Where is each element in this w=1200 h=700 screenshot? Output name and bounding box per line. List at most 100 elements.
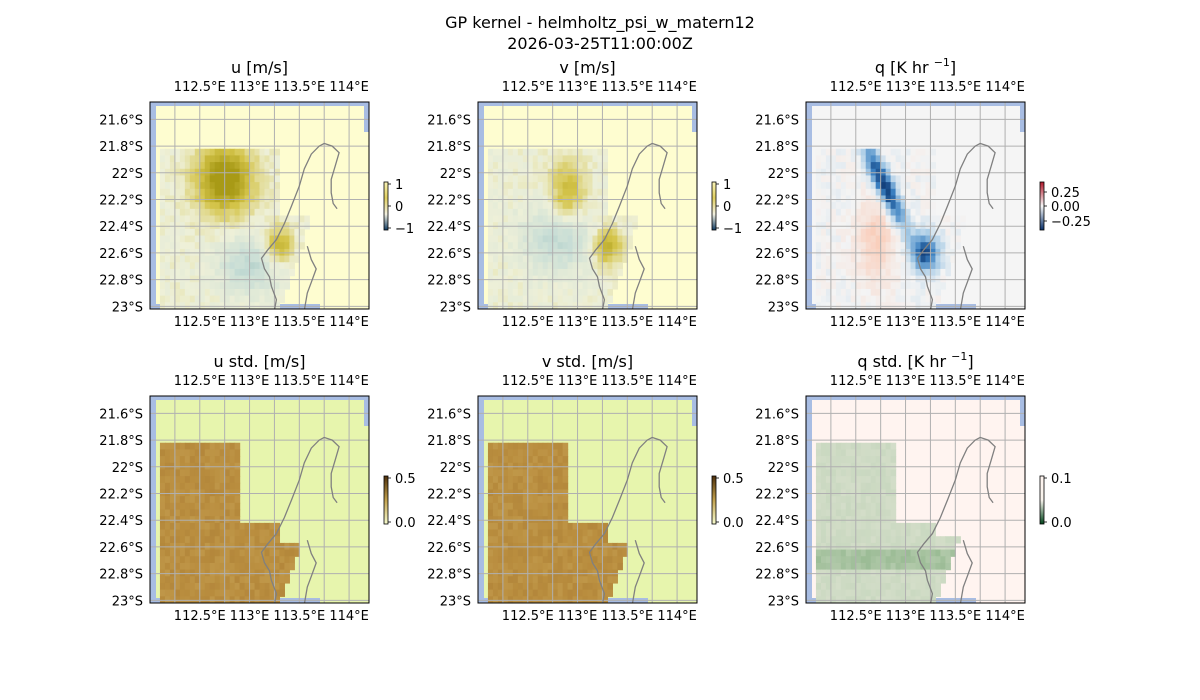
heatmap-cell [602, 596, 609, 603]
heatmap-cell [532, 509, 539, 517]
heatmap-cell [557, 148, 564, 157]
heatmap-cell [522, 215, 529, 223]
heatmap-cell [930, 596, 937, 603]
heatmap-cell [279, 576, 285, 584]
lat-tick-label: 22.2°S [755, 193, 799, 208]
heatmap-cell [820, 562, 827, 571]
heatmap-cell [815, 228, 822, 237]
heatmap-cell [880, 295, 887, 303]
heatmap-cell [204, 549, 211, 557]
heatmap-cell [492, 295, 499, 303]
heatmap-cell [229, 509, 236, 517]
heatmap-cell [209, 536, 216, 544]
heatmap-cell [537, 529, 544, 537]
heatmap-cell [502, 182, 509, 190]
heatmap-cell [885, 476, 892, 484]
heatmap-cell [582, 148, 589, 157]
heatmap-cell [845, 482, 852, 491]
heatmap-cell [557, 202, 564, 210]
heatmap-cell [815, 288, 822, 297]
heatmap-cell [517, 302, 524, 309]
heatmap-cell [880, 255, 887, 263]
heatmap-cell [830, 536, 837, 544]
heatmap-cell [562, 456, 569, 464]
heatmap-cell [507, 536, 514, 544]
heatmap-cell [905, 202, 912, 210]
lat-tick-label: 22.8°S [99, 274, 143, 289]
heatmap-cell [522, 456, 529, 464]
lat-tick-label: 22.4°S [755, 514, 799, 529]
heatmap-cell [557, 576, 564, 584]
heatmap-cell [845, 576, 852, 584]
heatmap-cell [865, 155, 872, 163]
heatmap-cell [229, 268, 236, 277]
heatmap-cell [269, 556, 276, 564]
heatmap-cell [905, 175, 912, 183]
heatmap-cell [562, 502, 569, 511]
heatmap-cell [607, 255, 613, 263]
heatmap-cell [279, 549, 285, 557]
heatmap-cell [199, 556, 206, 564]
heatmap-cell [174, 522, 181, 531]
heatmap-cell [259, 536, 266, 544]
heatmap-cell [224, 576, 231, 584]
heatmap-cell [517, 482, 524, 491]
heatmap-cell [587, 529, 594, 537]
heatmap-cell [835, 228, 842, 237]
heatmap-cell [224, 589, 231, 597]
heatmap-cell [890, 268, 897, 277]
heatmap-cell [264, 529, 271, 537]
heatmap-cell [517, 582, 524, 591]
heatmap-cell [880, 242, 887, 250]
heatmap-cell [169, 449, 176, 457]
heatmap-cell [159, 295, 166, 303]
heatmap-cell [199, 262, 206, 270]
heatmap-cell [179, 496, 186, 504]
heatmap-cell [855, 522, 862, 531]
heatmap-cell [885, 155, 892, 163]
heatmap-cell [582, 302, 589, 309]
heatmap-cell [572, 268, 579, 277]
heatmap-cell [895, 282, 902, 290]
heatmap-cell [915, 182, 922, 190]
lat-tick-label: 22.4°S [755, 220, 799, 235]
map-frame [477, 101, 698, 310]
heatmap-cell [264, 148, 271, 157]
heatmap-cell [825, 148, 832, 157]
heatmap-cell [825, 282, 832, 290]
heatmap-cell [815, 529, 822, 537]
heatmap-cell [597, 255, 604, 263]
heatmap-cell [244, 295, 251, 303]
heatmap-cell [865, 482, 872, 491]
heatmap-cell [910, 589, 917, 597]
panel-title-end: ] [967, 352, 973, 371]
heatmap-cell [234, 255, 241, 263]
heatmap-cell [895, 576, 902, 584]
heatmap-cell [815, 268, 822, 277]
heatmap-cell [169, 295, 176, 303]
heatmap-cell [935, 228, 941, 237]
heatmap-cell [259, 288, 266, 297]
heatmap-cell [587, 288, 594, 297]
heatmap-cell [552, 162, 559, 170]
heatmap-cell [915, 562, 922, 571]
heatmap-cell [552, 262, 559, 270]
heatmap-cell [532, 155, 539, 163]
heatmap-cell [209, 202, 216, 210]
heatmap-cell [597, 582, 604, 591]
heatmap-cell [915, 288, 922, 297]
heatmap-cell [199, 208, 206, 217]
heatmap-cell [209, 496, 216, 504]
heatmap-cell [274, 562, 281, 571]
heatmap-cell [865, 529, 872, 537]
lon-tick-label-bottom: 113°E [230, 315, 270, 330]
heatmap-cell [522, 295, 529, 303]
heatmap-cell [219, 502, 226, 511]
heatmap-cell [920, 596, 927, 603]
heatmap-cell [189, 155, 196, 163]
heatmap-cell [557, 449, 564, 457]
heatmap-cell [274, 175, 281, 183]
heatmap-cell [492, 208, 499, 217]
heatmap-cell [840, 288, 847, 297]
